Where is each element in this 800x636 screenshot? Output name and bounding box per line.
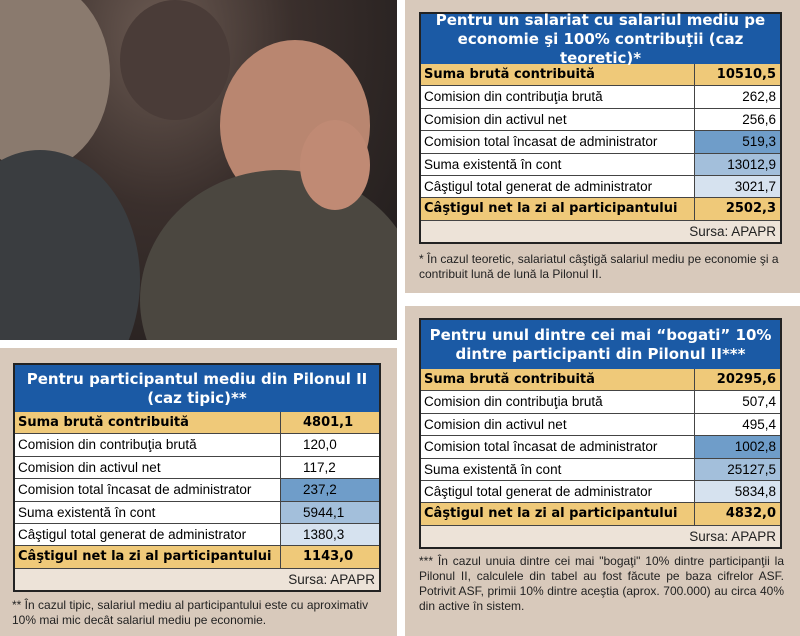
row-value: 4832,0 <box>694 503 780 525</box>
row-label: Câştigul net la zi al participantului <box>18 549 272 565</box>
table-typical-case: Pentru participantul mediu din Pilonul I… <box>13 363 381 592</box>
table-row: Câştigul total generat de administrator … <box>421 175 780 199</box>
row-label: Câştigul total generat de administrator <box>424 178 653 194</box>
table-row: Comision din activul net 117,2 <box>15 456 379 480</box>
row-label: Suma brută contribuită <box>18 415 189 430</box>
footnote-rich: *** În cazul unuia dintre cei mai "bogaţ… <box>419 554 784 613</box>
row-label: Suma existentă în cont <box>424 156 562 172</box>
row-label: Câştigul net la zi al participantului <box>424 201 678 217</box>
table-row: Comision din activul net 495,4 <box>421 413 780 437</box>
table-richest-10pct: Pentru unul dintre cei mai “bogati” 10% … <box>419 318 782 549</box>
row-label: Comision din contribuţia brută <box>18 437 197 453</box>
table-row: Comision din contribuţia brută 262,8 <box>421 86 780 109</box>
row-value: 507,4 <box>694 391 780 413</box>
footnote-typical: ** În cazul tipic, salariul mediu al par… <box>12 598 369 627</box>
row-value: 10510,5 <box>694 64 780 86</box>
row-label: Comision din contribuţia brută <box>424 89 603 105</box>
row-label: Suma existentă în cont <box>18 504 156 520</box>
row-label: Suma brută contribuită <box>424 372 595 387</box>
row-label: Câştigul net la zi al participantului <box>424 506 678 522</box>
row-value: 262,8 <box>694 86 780 108</box>
row-label: Comision din activul net <box>424 416 567 432</box>
row-label: Comision total încasat de administrator <box>424 439 658 455</box>
row-value: 1002,8 <box>694 436 780 458</box>
table-row: Comision din contribuţia brută 120,0 <box>15 434 379 457</box>
table-row: Comision total încasat de administrator … <box>421 131 780 154</box>
source-label: Sursa: APAPR <box>421 525 780 547</box>
table-title: Pentru participantul mediu din Pilonul I… <box>15 365 379 412</box>
table-row: Câştigul total generat de administrator … <box>15 523 379 547</box>
row-label: Comision total încasat de administrator <box>18 482 252 498</box>
row-value: 3021,7 <box>694 175 780 198</box>
row-value: 1143,0 <box>280 546 379 568</box>
footnote-theoretic: * În cazul teoretic, salariatul câştigă … <box>419 252 779 281</box>
row-value: 519,3 <box>694 131 780 153</box>
row-label: Comision din activul net <box>18 459 161 475</box>
row-label: Suma existentă în cont <box>424 461 562 477</box>
table-row: Comision din contribuţia brută 507,4 <box>421 391 780 414</box>
table-row: Suma existentă în cont 25127,5 <box>421 458 780 481</box>
source-label: Sursa: APAPR <box>15 568 379 590</box>
photo-elderly-men <box>0 0 397 340</box>
row-value: 237,2 <box>280 479 379 501</box>
row-label: Câştigul total generat de administrator <box>424 483 653 499</box>
row-value: 20295,6 <box>694 369 780 391</box>
source-label: Sursa: APAPR <box>421 220 780 242</box>
table-row: Comision din activul net 256,6 <box>421 108 780 132</box>
row-value: 25127,5 <box>694 458 780 480</box>
row-value: 5834,8 <box>694 480 780 503</box>
table-title: Pentru unul dintre cei mai “bogati” 10% … <box>421 320 780 369</box>
row-label: Comision din contribuţia brută <box>424 394 603 410</box>
row-value: 1380,3 <box>280 523 379 546</box>
table-row: Suma brută contribuită 20295,6 <box>421 369 780 392</box>
table-row: Câştigul net la zi al participantului 48… <box>421 503 780 526</box>
row-value: 5944,1 <box>280 501 379 523</box>
row-label: Comision total încasat de administrator <box>424 134 658 150</box>
row-label: Suma brută contribuită <box>424 67 595 82</box>
table-row: Câştigul net la zi al participantului 11… <box>15 546 379 569</box>
table-row: Comision total încasat de administrator … <box>15 479 379 502</box>
row-value: 120,0 <box>280 434 379 456</box>
row-label: Comision din activul net <box>424 111 567 127</box>
table-row: Câştigul net la zi al participantului 25… <box>421 198 780 221</box>
row-value: 4801,1 <box>280 412 379 434</box>
row-value: 13012,9 <box>694 153 780 175</box>
table-theoretic-case: Pentru un salariat cu salariul mediu pe … <box>419 11 782 244</box>
table-row: Câştigul total generat de administrator … <box>421 480 780 504</box>
table-row: Suma existentă în cont 13012,9 <box>421 153 780 176</box>
table-row: Suma existentă în cont 5944,1 <box>15 501 379 524</box>
row-value: 117,2 <box>280 456 379 479</box>
table-row: Suma brută contribuită 10510,5 <box>421 64 780 87</box>
row-label: Câştigul total generat de administrator <box>18 526 247 542</box>
row-value: 495,4 <box>694 413 780 436</box>
table-title: Pentru un salariat cu salariul mediu pe … <box>421 11 780 67</box>
table-row: Suma brută contribuită 4801,1 <box>15 412 379 435</box>
row-value: 256,6 <box>694 108 780 131</box>
table-row: Comision total încasat de administrator … <box>421 436 780 459</box>
row-value: 2502,3 <box>694 198 780 220</box>
